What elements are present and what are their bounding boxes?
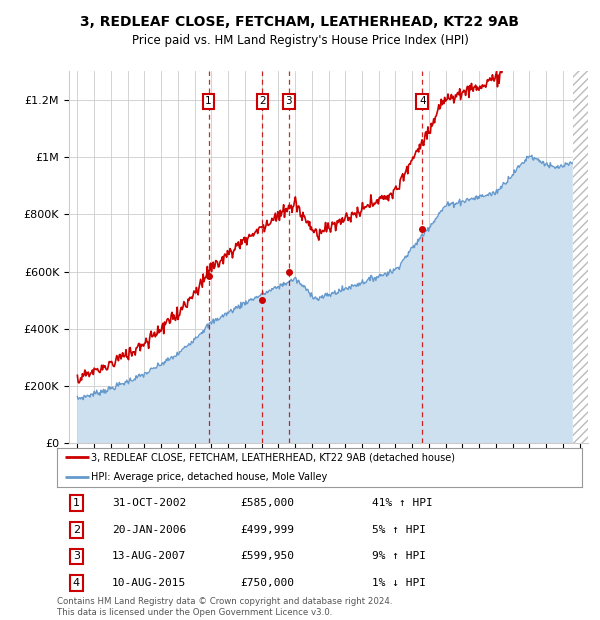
Text: 10-AUG-2015: 10-AUG-2015 [112,578,187,588]
Bar [572,71,588,443]
Text: £750,000: £750,000 [241,578,295,588]
Text: 13-AUG-2007: 13-AUG-2007 [112,551,187,562]
Text: 1: 1 [205,96,212,107]
Text: 1% ↓ HPI: 1% ↓ HPI [372,578,426,588]
Text: Contains HM Land Registry data © Crown copyright and database right 2024.
This d: Contains HM Land Registry data © Crown c… [57,598,392,617]
Text: 31-OCT-2002: 31-OCT-2002 [112,498,187,508]
Text: 9% ↑ HPI: 9% ↑ HPI [372,551,426,562]
Text: 5% ↑ HPI: 5% ↑ HPI [372,525,426,535]
Text: 3: 3 [286,96,292,107]
Bar [572,71,588,443]
Text: 1: 1 [73,498,80,508]
Text: 41% ↑ HPI: 41% ↑ HPI [372,498,433,508]
Text: 3, REDLEAF CLOSE, FETCHAM, LEATHERHEAD, KT22 9AB (detached house): 3, REDLEAF CLOSE, FETCHAM, LEATHERHEAD, … [91,453,455,463]
Text: £599,950: £599,950 [241,551,295,562]
Text: 20-JAN-2006: 20-JAN-2006 [112,525,187,535]
Text: Price paid vs. HM Land Registry's House Price Index (HPI): Price paid vs. HM Land Registry's House … [131,34,469,47]
Text: 2: 2 [259,96,266,107]
Text: £585,000: £585,000 [241,498,295,508]
Text: 4: 4 [419,96,425,107]
Text: 3, REDLEAF CLOSE, FETCHAM, LEATHERHEAD, KT22 9AB: 3, REDLEAF CLOSE, FETCHAM, LEATHERHEAD, … [80,16,520,30]
Text: £499,999: £499,999 [241,525,295,535]
Text: HPI: Average price, detached house, Mole Valley: HPI: Average price, detached house, Mole… [91,472,328,482]
Text: 3: 3 [73,551,80,562]
Text: 4: 4 [73,578,80,588]
Text: 2: 2 [73,525,80,535]
